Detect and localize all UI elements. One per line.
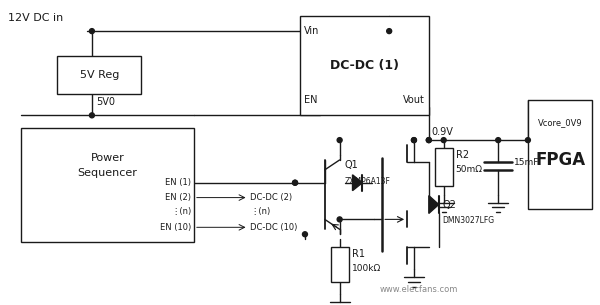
- Circle shape: [293, 180, 298, 185]
- Text: EN (1): EN (1): [165, 178, 191, 187]
- Text: Vin: Vin: [304, 26, 319, 36]
- Text: Sequencer: Sequencer: [77, 168, 137, 178]
- Bar: [435, 148, 452, 186]
- Polygon shape: [429, 196, 439, 213]
- Text: www.elecfans.com: www.elecfans.com: [379, 285, 458, 294]
- Circle shape: [293, 180, 298, 185]
- Circle shape: [387, 29, 392, 34]
- Bar: [528, 100, 592, 210]
- Text: Vcore_0V9: Vcore_0V9: [538, 118, 583, 127]
- Text: Power: Power: [91, 153, 124, 163]
- Circle shape: [412, 138, 416, 143]
- Bar: [331, 247, 349, 282]
- Circle shape: [302, 232, 307, 237]
- Text: 50mΩ: 50mΩ: [455, 165, 482, 174]
- Text: FPGA: FPGA: [535, 151, 585, 169]
- Circle shape: [337, 138, 342, 143]
- Polygon shape: [353, 175, 362, 191]
- Text: 0.9V: 0.9V: [432, 127, 454, 137]
- Bar: [300, 16, 429, 115]
- Text: 5V Reg: 5V Reg: [80, 70, 119, 80]
- Text: R1: R1: [352, 249, 365, 259]
- Text: ⋮(n): ⋮(n): [171, 207, 191, 216]
- Circle shape: [412, 138, 416, 143]
- Bar: [20, 128, 194, 242]
- Circle shape: [526, 138, 530, 143]
- Circle shape: [89, 29, 94, 34]
- Text: R2: R2: [455, 150, 469, 160]
- Circle shape: [496, 138, 500, 143]
- Text: ⋮(n): ⋮(n): [250, 207, 271, 216]
- Circle shape: [89, 113, 94, 118]
- Circle shape: [427, 138, 431, 143]
- Text: EN (2): EN (2): [165, 193, 191, 202]
- Circle shape: [337, 217, 342, 222]
- Text: 12V DC in: 12V DC in: [8, 13, 63, 23]
- Text: DC-DC (10): DC-DC (10): [250, 223, 298, 232]
- Text: Vout: Vout: [403, 95, 425, 106]
- Text: 100kΩ: 100kΩ: [352, 264, 381, 273]
- Text: 5V0: 5V0: [96, 96, 115, 106]
- Text: Q2: Q2: [443, 199, 457, 210]
- Text: EN (10): EN (10): [160, 223, 191, 232]
- Text: ZXMP6A13F: ZXMP6A13F: [344, 177, 391, 186]
- Bar: [57, 56, 142, 94]
- Text: DMN3027LFG: DMN3027LFG: [443, 217, 495, 225]
- Text: EN: EN: [304, 95, 317, 106]
- Circle shape: [427, 138, 431, 143]
- Text: 15mF: 15mF: [514, 158, 539, 167]
- Text: DC-DC (2): DC-DC (2): [250, 193, 293, 202]
- Text: DC-DC (1): DC-DC (1): [330, 59, 399, 72]
- Text: Q1: Q1: [344, 160, 358, 170]
- Circle shape: [441, 138, 446, 143]
